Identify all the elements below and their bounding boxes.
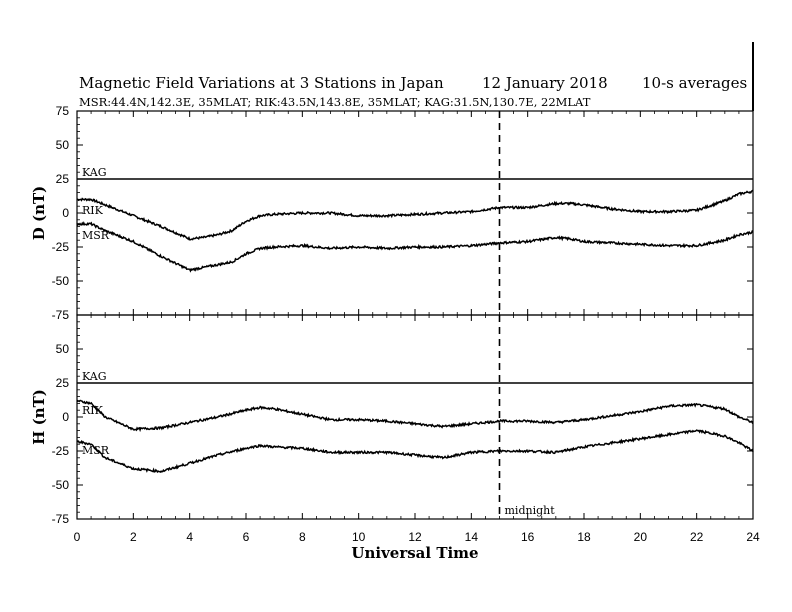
midnight-label: midnight bbox=[505, 504, 556, 517]
panel-h-ytick-label: 50 bbox=[56, 342, 70, 356]
x-tick-label: 0 bbox=[74, 530, 81, 544]
panel-h-ytick-label: -50 bbox=[52, 478, 70, 492]
panel-h-frame bbox=[76, 314, 754, 520]
panel-d-ytick-label: 50 bbox=[56, 138, 70, 152]
series-msr-d bbox=[76, 221, 754, 273]
panel-h-ticks: -75 -50 -25 0 25 50 bbox=[52, 314, 754, 526]
series-label-rik-h: RIK bbox=[82, 404, 104, 417]
series-msr-h bbox=[76, 429, 754, 474]
panel-d-ytick-label: -50 bbox=[52, 274, 70, 288]
panel-h-ytick-label: -25 bbox=[52, 444, 70, 458]
x-tick-label: 16 bbox=[521, 530, 535, 544]
panel-h-ytick-label: -75 bbox=[52, 512, 70, 526]
x-tick-label: 20 bbox=[634, 530, 648, 544]
x-tick-label: 4 bbox=[186, 530, 193, 544]
panel-d-ticks: -75 -50 -25 0 25 50 75 bbox=[52, 104, 754, 322]
series-label-rik-d: RIK bbox=[82, 204, 104, 217]
panel-d: -75 -50 -25 0 25 50 75 KAG RIK MSR D (nT) bbox=[30, 104, 754, 322]
x-tick-label: 22 bbox=[690, 530, 704, 544]
panel-d-ytick-label: -75 bbox=[52, 308, 70, 322]
series-label-kag-h: KAG bbox=[82, 370, 107, 383]
chart-resolution: 10-s averages bbox=[642, 74, 747, 92]
series-rik-d bbox=[76, 189, 754, 241]
series-label-msr-d: MSR bbox=[82, 229, 110, 242]
panel-d-ytick-label: 0 bbox=[62, 206, 69, 220]
x-tick-label: 18 bbox=[577, 530, 591, 544]
panel-d-ytick-label: -25 bbox=[52, 240, 70, 254]
x-tick-label: 6 bbox=[243, 530, 250, 544]
x-tick-label: 8 bbox=[299, 530, 306, 544]
x-tick-label: 24 bbox=[746, 530, 760, 544]
panel-d-ylabel: D (nT) bbox=[30, 186, 48, 241]
series-rik-h bbox=[76, 399, 754, 433]
x-tick-label: 10 bbox=[352, 530, 366, 544]
x-axis: 0 2 4 6 8 10 12 14 16 18 20 22 24 bbox=[74, 530, 760, 544]
panel-h-ytick-label: 25 bbox=[56, 376, 70, 390]
panel-h-series: KAG RIK MSR bbox=[76, 370, 754, 474]
panel-h: -75 -50 -25 0 25 50 KAG RIK MSR H (nT) bbox=[30, 314, 754, 526]
x-tick-label: 14 bbox=[465, 530, 479, 544]
panel-d-series: KAG RIK MSR bbox=[76, 166, 754, 273]
panel-h-ytick-label: 0 bbox=[62, 410, 69, 424]
x-tick-label: 12 bbox=[408, 530, 422, 544]
chart-date: 12 January 2018 bbox=[482, 74, 608, 92]
panel-h-ylabel: H (nT) bbox=[30, 389, 48, 445]
x-tick-label: 2 bbox=[130, 530, 137, 544]
panel-d-frame bbox=[76, 110, 754, 316]
panel-d-ytick-label: 75 bbox=[56, 104, 70, 118]
station-info: MSR:44.4N,142.3E, 35MLAT; RIK:43.5N,143.… bbox=[79, 95, 591, 109]
panel-d-ytick-label: 25 bbox=[56, 172, 70, 186]
series-label-kag-d: KAG bbox=[82, 166, 107, 179]
series-label-msr-h: MSR bbox=[82, 444, 110, 457]
x-axis-label: Universal Time bbox=[351, 544, 478, 562]
chart-title: Magnetic Field Variations at 3 Stations … bbox=[79, 74, 444, 92]
